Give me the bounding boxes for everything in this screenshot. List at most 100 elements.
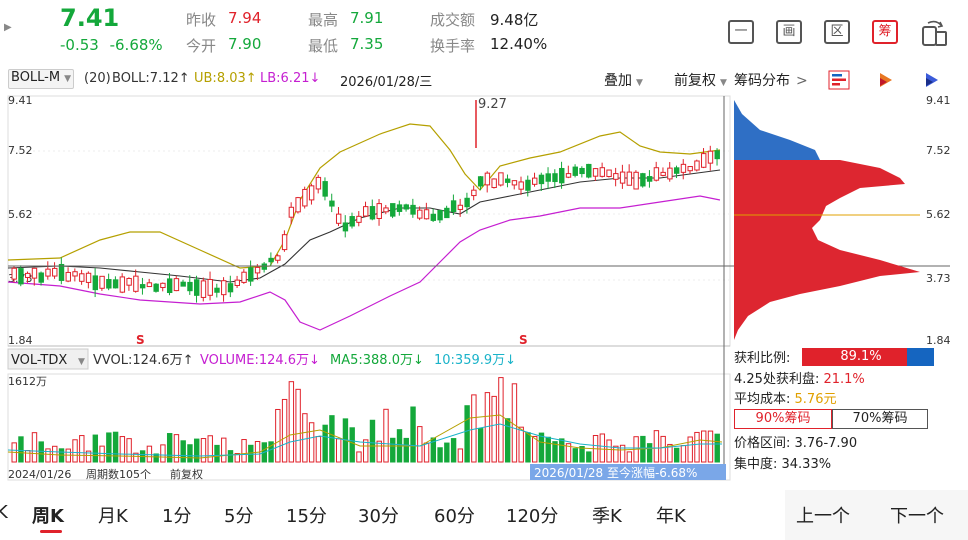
volume-bar [586, 451, 592, 463]
chevron-down-icon: ▼ [78, 357, 85, 367]
tab-1min[interactable]: 1分 [162, 506, 192, 527]
tab-week-k[interactable]: 周K [32, 506, 64, 527]
chip-mode-2-icon[interactable] [876, 70, 896, 90]
start-date-label: 2024/01/26 [8, 468, 71, 481]
candle-body [268, 257, 274, 263]
kline-chart[interactable]: 9.41 7.52 5.62 3.73 1.84 9.41 7.52 5.62 … [0, 90, 968, 490]
candle-body [221, 280, 227, 296]
price-tick-top: 9.41 [8, 94, 33, 107]
candle-body [112, 279, 119, 289]
volume-bar [126, 438, 132, 463]
chip-blue-area [734, 100, 820, 160]
tab-year-k[interactable]: 年K [656, 506, 686, 527]
volume-max-tick: 1612万 [8, 375, 47, 388]
tab-60min[interactable]: 60分 [434, 506, 475, 527]
chip-distribution-tab[interactable]: 筹码分布 > [734, 70, 808, 90]
candle-body [153, 283, 159, 292]
volume-indicator-select[interactable] [7, 348, 89, 370]
candle-body [376, 203, 382, 219]
overlay-menu[interactable]: 叠加 ▼ [604, 70, 643, 90]
candle-body [275, 255, 281, 261]
chip-tick-4: 3.73 [926, 272, 951, 285]
candle-body [680, 163, 687, 173]
chip-distribution [734, 100, 920, 340]
candle-body [106, 279, 112, 289]
candle-body [484, 172, 491, 186]
next-stock-button[interactable]: 下一个 [890, 506, 944, 527]
tab-30min[interactable]: 30分 [358, 506, 399, 527]
line-tool-button[interactable]: 一 [728, 20, 754, 44]
active-tab-indicator [40, 530, 62, 533]
volume-bar [417, 426, 423, 463]
volume-bar [579, 446, 585, 463]
volume-bar [207, 435, 213, 463]
candle-body [511, 180, 518, 186]
candle-body [444, 207, 450, 219]
profit-ratio-fill [802, 348, 908, 366]
volume-bar [538, 432, 545, 463]
volume-bar [112, 431, 119, 463]
volume-bar [491, 395, 497, 463]
volume-bar [275, 408, 281, 463]
volume-bar [532, 435, 538, 463]
candle-body [254, 266, 261, 274]
tab-month-k[interactable]: 月K [98, 506, 128, 527]
candle-body [491, 178, 497, 189]
price-tick-2: 7.52 [8, 144, 33, 157]
volume-bar [613, 445, 619, 463]
volume-bar [308, 422, 315, 463]
chip-70-button[interactable]: 70%筹码 [832, 409, 928, 429]
candle-body [579, 167, 585, 175]
volume-bar [552, 441, 558, 463]
candle-body [200, 280, 207, 298]
sell-signal-1: S [136, 333, 145, 347]
chip-tool-button[interactable]: 筹 [872, 20, 898, 44]
candle-body [403, 204, 409, 210]
volume-bar [565, 443, 572, 463]
candle-body [559, 167, 565, 184]
tab-k-partial[interactable]: K [0, 502, 8, 523]
nav-background [785, 490, 968, 540]
tab-120min[interactable]: 120分 [506, 506, 559, 527]
range-badge [530, 464, 726, 480]
quote-header: ▶ 7.41 -0.53 -6.68% 昨收 7.94 今开 7.90 最高 7… [0, 0, 968, 64]
chip-90-button[interactable]: 90%筹码 [734, 409, 832, 429]
volume-bar [166, 433, 173, 463]
range-tool-button[interactable]: 区 [824, 20, 850, 44]
candle-body [687, 166, 693, 172]
profit-ratio-label: 获利比例: [734, 351, 791, 366]
volume-bar [410, 406, 416, 463]
volume-bar [667, 443, 673, 463]
chip-mode-1-icon[interactable] [828, 70, 850, 90]
rotate-screen-icon[interactable] [920, 18, 950, 48]
tab-5min[interactable]: 5分 [224, 506, 254, 527]
amount-value: 9.48亿 [490, 11, 539, 29]
lb-value: LB:6.21↓ [260, 71, 321, 86]
candle-body [281, 234, 288, 251]
volume-bar [241, 439, 247, 463]
expand-left-icon[interactable]: ▶ [4, 22, 12, 33]
candle-body [437, 210, 443, 221]
candle-body [464, 197, 470, 208]
prev-stock-button[interactable]: 上一个 [796, 506, 850, 527]
volume-bar [221, 437, 227, 463]
adjust-menu[interactable]: 前复权 ▼ [674, 70, 727, 90]
chip-mode-3-icon[interactable] [922, 70, 942, 90]
amount-label: 成交额 [430, 11, 476, 29]
volume-bar [200, 438, 207, 463]
candle-body [308, 185, 315, 201]
candle-body [498, 172, 504, 186]
draw-tool-button[interactable]: 画 [776, 20, 802, 44]
prev-close-value: 7.94 [228, 9, 262, 27]
volume-bar [714, 433, 720, 463]
candle-body [173, 278, 180, 292]
candle-body [667, 167, 673, 180]
volume-bar [653, 430, 660, 463]
tab-15min[interactable]: 15分 [286, 506, 327, 527]
candle-body [417, 209, 423, 219]
candle-body [187, 281, 193, 292]
tab-season-k[interactable]: 季K [592, 506, 622, 527]
indicator-select[interactable]: BOLL-M ▼ [8, 69, 75, 89]
high-value: 7.91 [350, 9, 384, 27]
volume-bar [687, 436, 693, 463]
